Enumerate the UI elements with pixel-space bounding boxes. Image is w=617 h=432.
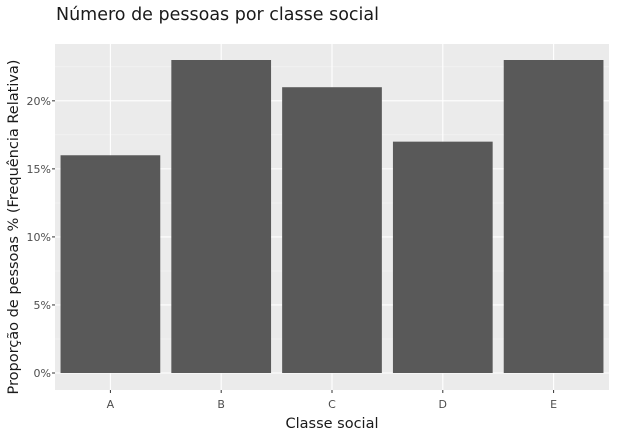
- bar-E: [503, 60, 604, 373]
- y-tick-label: 5%: [34, 299, 51, 312]
- bars: [60, 60, 604, 373]
- bar-D: [392, 141, 493, 373]
- x-tick-label: C: [328, 398, 336, 411]
- y-axis: 0% 5% 10% 15% 20%: [27, 95, 55, 380]
- x-tick-label: B: [217, 398, 225, 411]
- x-tick-label: A: [107, 398, 115, 411]
- y-tick-label: 0%: [34, 367, 51, 380]
- bar-B: [171, 60, 272, 373]
- y-tick-label: 15%: [27, 163, 51, 176]
- chart-title: Número de pessoas por classe social: [56, 5, 379, 25]
- bar-A: [60, 155, 161, 373]
- y-tick-label: 10%: [27, 231, 51, 244]
- x-tick-label: E: [550, 398, 557, 411]
- y-axis-title: Proporção de pessoas % (Frequência Relat…: [6, 60, 22, 395]
- x-axis: A B C D E: [107, 390, 557, 411]
- bar-C: [282, 87, 382, 373]
- y-tick-label: 20%: [27, 95, 51, 108]
- x-axis-title: Classe social: [285, 416, 378, 432]
- x-tick-label: D: [439, 398, 447, 411]
